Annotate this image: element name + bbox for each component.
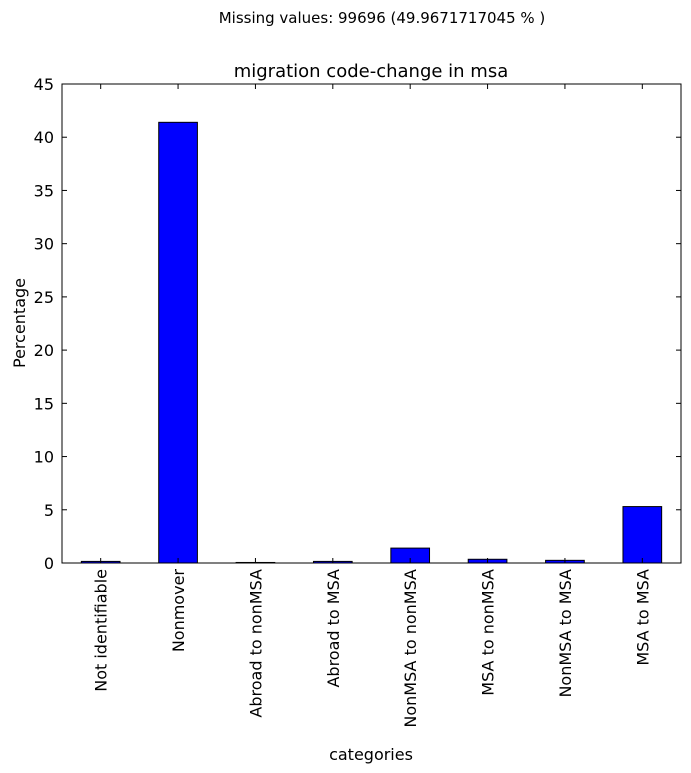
y-axis-label: Percentage: [10, 278, 29, 368]
x-tick-label-msa-to-msa: MSA to MSA: [633, 569, 652, 666]
x-tick-label-nonmsa-to-nonmsa: NonMSA to nonMSA: [401, 569, 420, 728]
x-tick-label-nonmover: Nonmover: [169, 569, 188, 653]
x-axis: Not identifiable Nonmover Abroad to nonMSA…: [92, 84, 652, 728]
x-tick-label-not-identifiable: Not identifiable: [92, 569, 111, 692]
y-tick-label-5: 5: [44, 501, 54, 520]
y-tick-label-25: 25: [34, 288, 54, 307]
x-axis-label: categories: [329, 745, 413, 764]
y-tick-label-30: 30: [34, 235, 54, 254]
y-tick-label-40: 40: [34, 128, 54, 147]
y-tick-label-45: 45: [34, 75, 54, 94]
y-tick-label-15: 15: [34, 394, 54, 413]
y-axis: 0 5 10 15 20 25 30 35 40 45: [34, 75, 681, 573]
x-tick-label-abroad-to-msa: Abroad to MSA: [324, 569, 343, 688]
bar-msa-to-msa: [622, 506, 663, 564]
bars-group: [80, 121, 663, 564]
x-tick-label-msa-to-nonmsa: MSA to nonMSA: [479, 569, 498, 696]
bar-nonmover: [158, 121, 198, 564]
missing-values-caption: Missing values: 99696 (49.9671717045 % ): [219, 9, 546, 27]
y-tick-label-10: 10: [34, 448, 54, 467]
y-tick-label-20: 20: [34, 341, 54, 360]
x-tick-label-nonmsa-to-msa: NonMSA to MSA: [556, 569, 575, 698]
plot-frame: [61, 83, 682, 564]
y-tick-label-0: 0: [44, 554, 54, 573]
chart-title: migration code-change in msa: [234, 61, 509, 82]
x-tick-label-abroad-to-nonmsa: Abroad to nonMSA: [246, 569, 265, 718]
y-tick-label-35: 35: [34, 181, 54, 200]
